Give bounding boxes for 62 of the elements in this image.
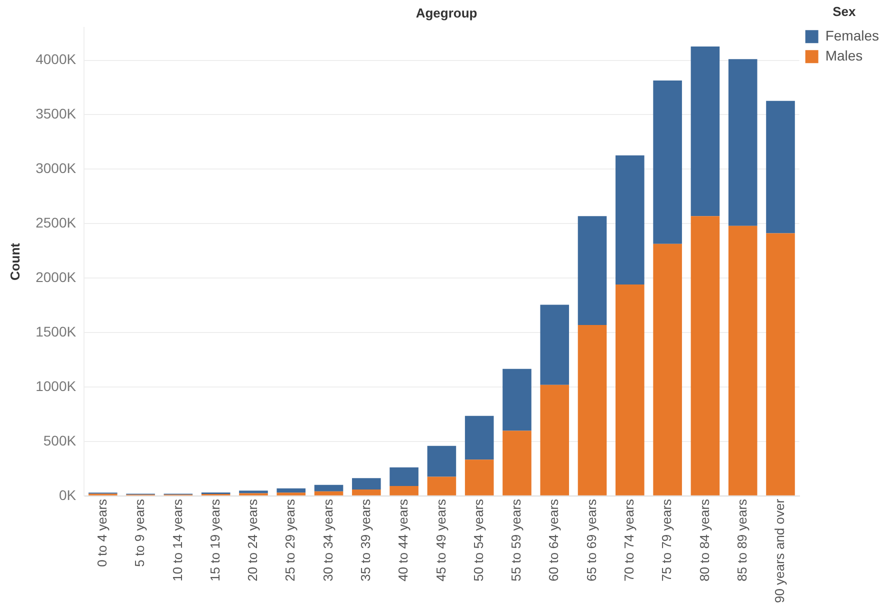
y-tick-label: 2500K: [36, 214, 77, 231]
x-tick-label: 45 to 49 years: [433, 498, 448, 582]
y-tick-label: 3500K: [36, 106, 77, 122]
x-tick-label: 65 to 69 years: [584, 498, 599, 582]
legend-title: Sex: [832, 4, 856, 20]
legend-label: Males: [825, 47, 863, 64]
y-axis-title: Count: [7, 242, 22, 281]
bar: [352, 478, 381, 490]
x-tick-label: 80 to 84 years: [696, 498, 712, 582]
y-tick-label: 2000K: [36, 268, 77, 285]
bar: [616, 155, 644, 285]
bar: [616, 284, 644, 496]
bar: [352, 490, 381, 496]
bar: [276, 488, 306, 493]
bar: [464, 460, 494, 496]
bar: [390, 467, 418, 486]
bar: [314, 491, 344, 496]
y-tick-label: 0K: [58, 486, 77, 503]
x-tick-label: 30 to 34 years: [320, 498, 336, 582]
y-tick-label: 1500K: [36, 323, 77, 340]
bar: [766, 233, 795, 496]
x-tick-label: 5 to 9 years: [132, 498, 148, 567]
x-tick-label: 75 to 79 years: [659, 498, 674, 582]
x-tick-label: 90 years and over: [772, 498, 788, 604]
x-tick-label: 40 to 44 years: [396, 498, 411, 582]
x-tick-label: 10 to 14 years: [170, 498, 185, 582]
bar: [502, 368, 532, 431]
bar: [578, 325, 607, 496]
bar: [390, 486, 418, 496]
bar: [690, 216, 720, 496]
x-tick-label: 50 to 54 years: [470, 498, 486, 582]
y-tick-label: 3000K: [36, 160, 77, 176]
x-axis-title: Agegroup: [416, 5, 478, 20]
bar: [653, 80, 682, 244]
bar: [427, 446, 456, 477]
x-tick-label: 60 to 64 years: [546, 498, 562, 582]
x-tick-label: 70 to 74 years: [622, 498, 636, 582]
bar: [578, 216, 607, 326]
x-tick-label: 15 to 19 years: [207, 498, 222, 582]
bar: [540, 384, 570, 496]
bar: [653, 244, 682, 496]
legend-label: Females: [825, 27, 880, 44]
bar: [314, 484, 344, 492]
bar: [728, 59, 758, 226]
x-tick-label: 55 to 59 years: [508, 498, 524, 582]
bar: [239, 490, 268, 494]
x-tick-label: 25 to 29 years: [282, 498, 298, 582]
y-tick-label: 1000K: [36, 378, 77, 394]
bar: [728, 226, 758, 496]
bar: [427, 476, 456, 496]
y-tick-label: 4000K: [36, 51, 77, 68]
bar: [540, 304, 570, 385]
x-tick-label: 85 to 89 years: [734, 498, 750, 582]
x-tick-label: 35 to 39 years: [358, 498, 373, 582]
bar: [766, 100, 795, 234]
bar: [464, 416, 494, 460]
bar: [502, 430, 532, 496]
y-tick-label: 500K: [43, 432, 77, 448]
x-tick-label: 0 to 4 years: [94, 498, 110, 567]
x-tick-label: 20 to 24 years: [245, 498, 260, 582]
bar: [690, 46, 720, 216]
bar: [276, 492, 306, 496]
